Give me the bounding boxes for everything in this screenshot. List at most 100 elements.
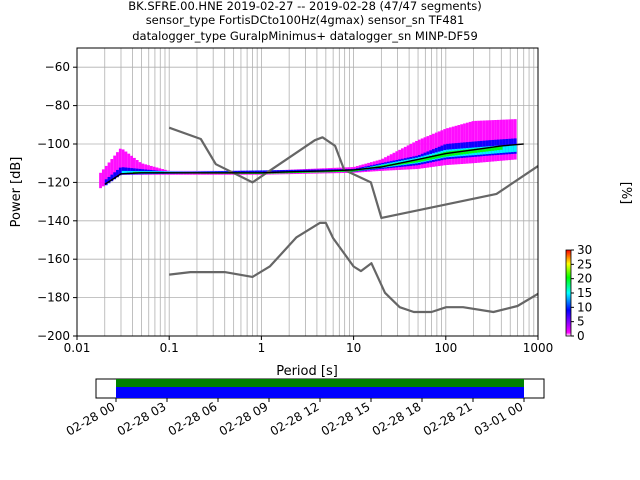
y-axis-ticks: −60 −80 −100 −120 −140 −160 −180 −200	[37, 60, 77, 343]
psd-density-bin	[113, 172, 117, 180]
new-high-noise-model-line	[168, 126, 539, 219]
psd-density-bin	[417, 139, 421, 169]
colorbar-tick-label: 10	[577, 300, 592, 314]
psd-density-bin	[276, 170, 280, 173]
grid-lines	[76, 48, 538, 337]
y-tick-label: −140	[37, 214, 70, 228]
psd-density-bin	[460, 150, 464, 155]
timeline-tick-label: 02-28 00	[64, 399, 118, 438]
psd-density-bin	[271, 170, 275, 173]
colorbar-tick-label: 30	[577, 243, 592, 257]
psd-density-bin	[353, 169, 356, 172]
psd-density-bin	[124, 170, 128, 174]
chart-title-line-1: BK.SFRE.00.HNE 2019-02-27 -- 2019-02-28 …	[128, 0, 482, 13]
psd-density-bin	[488, 147, 492, 152]
chart-title-line-2: sensor_type FortisDCto100Hz(4gmax) senso…	[146, 13, 465, 27]
psd-density-bin	[274, 170, 277, 173]
psd-density-bin	[502, 145, 506, 153]
psd-density-bin	[118, 148, 122, 176]
noise-models	[168, 126, 539, 314]
timeline-tick-label: 02-28 21	[421, 399, 475, 438]
psd-density-bin	[350, 170, 354, 172]
x-tick-label: 0.1	[160, 341, 179, 355]
psd-density-bin	[234, 170, 238, 174]
psd-density-bin	[333, 170, 337, 173]
psd-density-bin	[121, 170, 125, 174]
colorbar-label: [%]	[618, 182, 633, 205]
psd-density-bin	[132, 157, 136, 175]
psd-density-bin	[415, 140, 418, 170]
psd-density-bin	[409, 143, 413, 170]
psd-density-bin	[104, 179, 108, 186]
timeline-bar-green	[116, 379, 524, 387]
colorbar-tick-label: 5	[577, 315, 585, 329]
psd-density-bin	[511, 144, 514, 153]
psd-density-bin	[101, 169, 105, 187]
psd-density-bin	[499, 145, 503, 150]
colorbar-tick-label: 20	[577, 272, 592, 286]
psd-density-bin	[99, 172, 102, 189]
psd-density-bin	[412, 142, 416, 170]
timeline-tick-label: 02-28 06	[166, 399, 220, 438]
psd-density-bin	[254, 170, 258, 173]
psd-density-bin	[110, 159, 114, 181]
psd-density-bin	[496, 146, 500, 151]
psd-density-bin	[259, 170, 263, 173]
psd-density-bin	[237, 170, 241, 174]
timeline-tick-label: 02-28 03	[115, 399, 169, 438]
psd-density-bin	[243, 170, 246, 173]
median-psd-line	[104, 143, 524, 185]
psd-density-bin	[130, 155, 133, 175]
psd-density-bin	[330, 170, 334, 173]
psd-density-bin	[127, 153, 131, 175]
psd-density-bin	[118, 167, 122, 176]
psd-density-bin	[420, 158, 424, 162]
psd-density-bin	[406, 145, 410, 170]
chart-title-line-3: datalogger_type GuralpMinimus+ datalogge…	[132, 29, 478, 43]
psd-density-bin	[121, 149, 125, 175]
psd-density-bin	[107, 176, 111, 184]
y-tick-label: −100	[37, 137, 70, 151]
psd-density-bin	[262, 170, 266, 173]
y-tick-label: −120	[37, 175, 70, 189]
psd-density-bin	[494, 146, 497, 151]
psd-density-bin	[116, 152, 119, 178]
plot-frame	[76, 47, 539, 337]
y-tick-label: −200	[37, 329, 70, 343]
y-axis-label: Power [dB]	[9, 157, 24, 228]
plot-area: 0.01 0.1 1 10 100 1000 −60 −80 −100 −120 −140 −160…	[37, 47, 553, 355]
timeline-tick-label: 02-28 18	[370, 399, 424, 438]
psd-density-bin	[434, 154, 438, 159]
timeline-tick-label: 02-28 15	[319, 399, 373, 438]
psd-density-bin	[113, 155, 117, 179]
colorbar-tick-label: 25	[577, 257, 592, 271]
psd-density-bin	[426, 156, 430, 161]
psd-density-bin	[429, 155, 433, 160]
psd-density-bin	[479, 147, 483, 153]
psd-density-bin	[420, 138, 424, 169]
psd-density-bin	[110, 174, 114, 182]
x-tick-label: 0.01	[64, 341, 91, 355]
psd-density-bin	[417, 159, 421, 162]
psd-density-bin	[412, 160, 416, 163]
psd-density-bin	[415, 159, 418, 163]
psd-density-bin	[463, 149, 466, 155]
psd-density-bin	[508, 144, 512, 153]
psd-density-bin	[465, 149, 469, 154]
x-tick-label: 100	[434, 341, 457, 355]
psd-density-bin	[477, 148, 480, 153]
psd-density-bin	[248, 170, 252, 173]
psd-density-bin	[338, 170, 342, 172]
psd-density-bin	[141, 163, 145, 175]
y-tick-label: −80	[45, 99, 70, 113]
median-curve	[104, 143, 524, 185]
x-axis-ticks: 0.01 0.1 1 10 100 1000	[64, 336, 553, 355]
psd-density-bin	[104, 165, 108, 185]
psd-density-bin	[127, 170, 131, 174]
plot-background	[77, 48, 538, 336]
psd-density-bin	[138, 162, 142, 175]
timeline-tick-label: 03-01 00	[472, 399, 526, 438]
x-tick-label: 10	[346, 341, 361, 355]
